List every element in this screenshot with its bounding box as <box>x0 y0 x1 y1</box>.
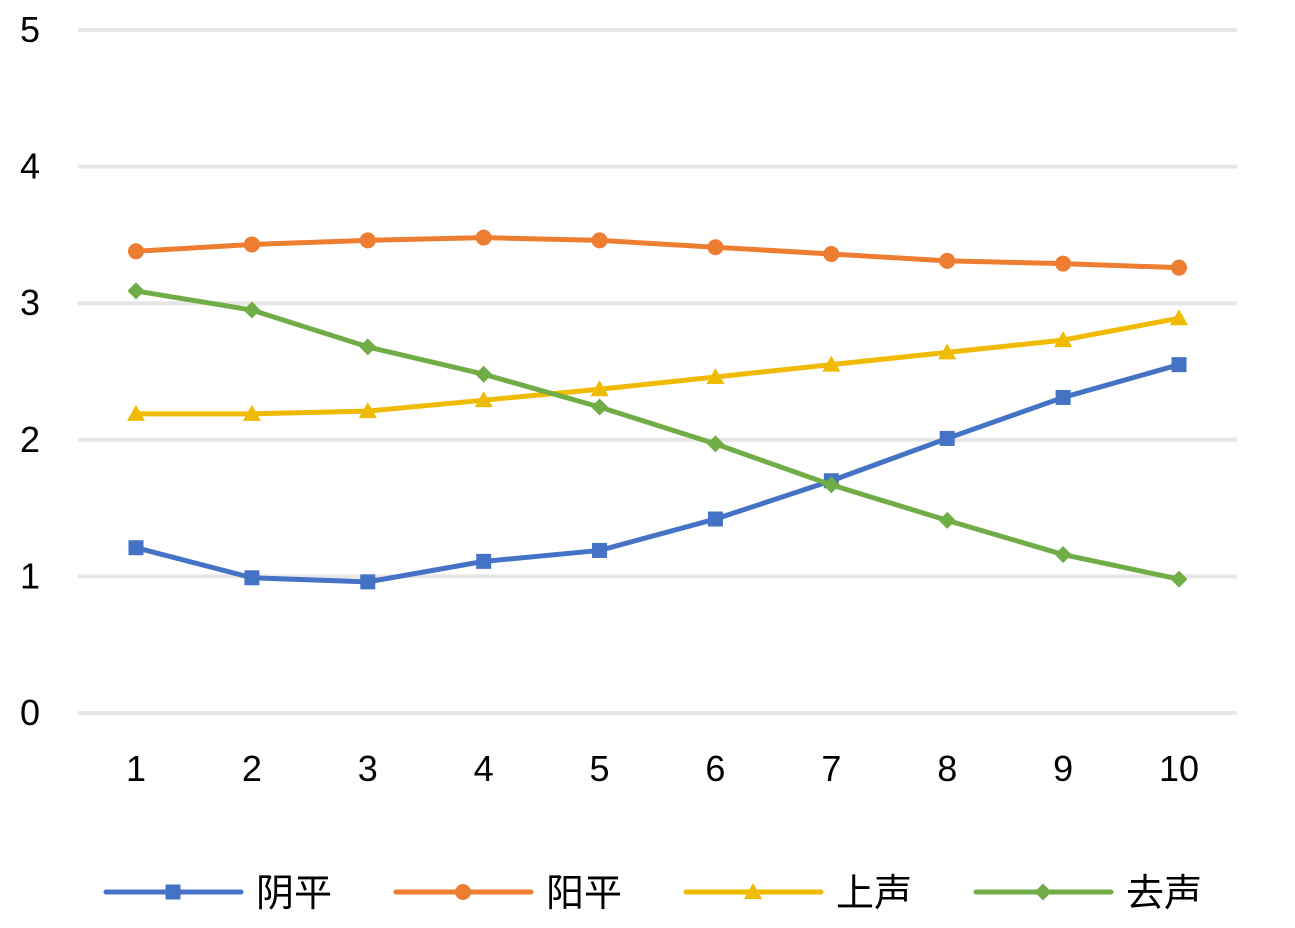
data-point <box>592 542 608 558</box>
x-tick-label: 4 <box>474 748 494 789</box>
series-4 <box>127 282 1188 588</box>
data-point <box>243 236 260 253</box>
data-point <box>822 355 841 372</box>
data-point <box>938 511 956 529</box>
legend-label: 去声 <box>1126 871 1202 915</box>
y-tick-label: 3 <box>20 282 40 323</box>
data-point <box>474 391 493 408</box>
data-point <box>823 246 840 263</box>
data-point <box>475 365 493 383</box>
data-point <box>360 574 376 590</box>
x-tick-label: 3 <box>358 748 378 789</box>
y-tick-label: 2 <box>20 419 40 460</box>
legend-label: 阳平 <box>546 871 622 915</box>
series-1 <box>128 357 1187 590</box>
data-point <box>1171 357 1187 373</box>
data-point <box>591 398 609 416</box>
data-point <box>359 232 376 249</box>
data-point <box>358 402 377 419</box>
x-tick-label: 10 <box>1159 748 1199 789</box>
data-point <box>1171 259 1187 276</box>
y-tick-label: 0 <box>20 692 40 733</box>
legend-label: 上声 <box>836 871 912 915</box>
x-tick-label: 1 <box>126 748 146 789</box>
y-axis-tick-labels: 0 1 2 3 4 5 <box>20 9 40 733</box>
data-point <box>243 301 261 319</box>
data-point <box>1055 255 1072 272</box>
data-point <box>1054 546 1072 564</box>
series-3 <box>127 309 1188 421</box>
data-point <box>242 404 261 421</box>
data-point <box>706 435 724 453</box>
data-point <box>476 553 492 569</box>
series-line <box>133 362 1182 585</box>
legend-item: 上声 <box>683 871 912 915</box>
data-point <box>707 511 723 527</box>
data-point <box>938 343 957 360</box>
grid-lines <box>78 28 1237 715</box>
data-point <box>244 570 260 586</box>
data-point <box>359 338 377 356</box>
data-point <box>127 404 145 421</box>
x-tick-label: 5 <box>590 748 610 789</box>
data-point <box>128 540 144 556</box>
x-tick-label: 7 <box>821 748 841 789</box>
y-tick-label: 4 <box>20 146 40 187</box>
series-lines <box>127 229 1188 590</box>
data-point <box>590 380 609 397</box>
data-point <box>1170 309 1188 326</box>
legend-item: 去声 <box>973 871 1202 915</box>
data-point <box>707 239 724 256</box>
data-point <box>822 476 840 494</box>
x-tick-label: 2 <box>242 748 262 789</box>
data-point <box>127 282 145 300</box>
series-2 <box>128 229 1187 276</box>
legend-marker <box>744 883 762 899</box>
series-line <box>133 235 1182 271</box>
legend-marker <box>1034 883 1052 901</box>
legend-marker <box>165 884 181 900</box>
x-tick-label: 8 <box>937 748 957 789</box>
legend-label: 阴平 <box>256 871 332 915</box>
x-axis-tick-labels: 1 2 3 4 5 6 7 8 9 10 <box>126 748 1199 789</box>
data-point <box>1170 570 1188 588</box>
data-point <box>939 252 956 269</box>
data-point <box>475 229 492 246</box>
legend: 阴平 阳平 上声 去声 <box>103 871 1202 915</box>
data-point <box>1055 389 1071 405</box>
data-point <box>706 367 725 384</box>
legend-item: 阴平 <box>103 871 332 915</box>
data-point <box>1054 331 1073 348</box>
data-point <box>939 430 955 446</box>
series-line <box>133 315 1182 417</box>
data-point <box>591 232 608 249</box>
x-tick-label: 6 <box>705 748 725 789</box>
data-point <box>128 243 144 260</box>
series-line <box>133 288 1182 582</box>
x-tick-label: 9 <box>1053 748 1073 789</box>
y-tick-label: 5 <box>20 9 40 50</box>
legend-marker <box>455 884 471 900</box>
legend-item: 阳平 <box>393 871 622 915</box>
y-tick-label: 1 <box>20 555 40 596</box>
